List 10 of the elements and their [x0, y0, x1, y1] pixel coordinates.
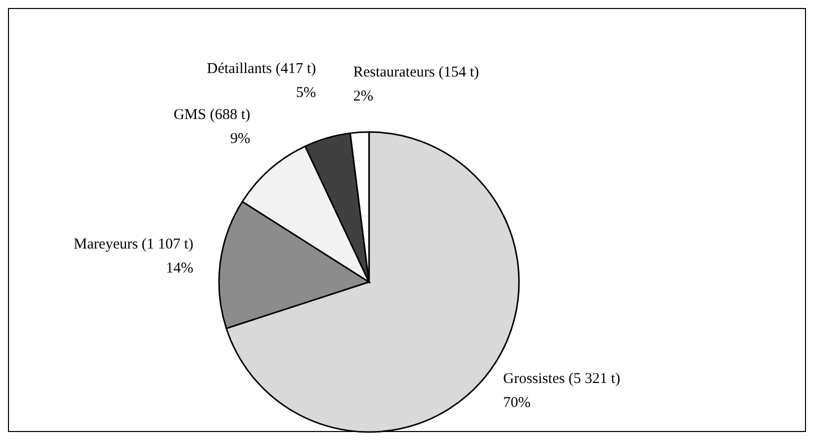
- slice-label: GMS (688 t): [174, 106, 250, 123]
- data-label: 70%: [503, 395, 531, 412]
- slice-label: Détaillants (417 t): [206, 60, 316, 77]
- slice-label: Restaurateurs (154 t): [353, 64, 479, 80]
- slice-label: Mareyeurs (1 107 t): [74, 236, 194, 252]
- data-label: 9%: [230, 130, 250, 147]
- data-label: 14%: [166, 260, 194, 276]
- data-label: 5%: [296, 84, 316, 101]
- slice-label: Grossistes (5 321 t): [503, 371, 620, 388]
- data-label: 2%: [353, 88, 374, 104]
